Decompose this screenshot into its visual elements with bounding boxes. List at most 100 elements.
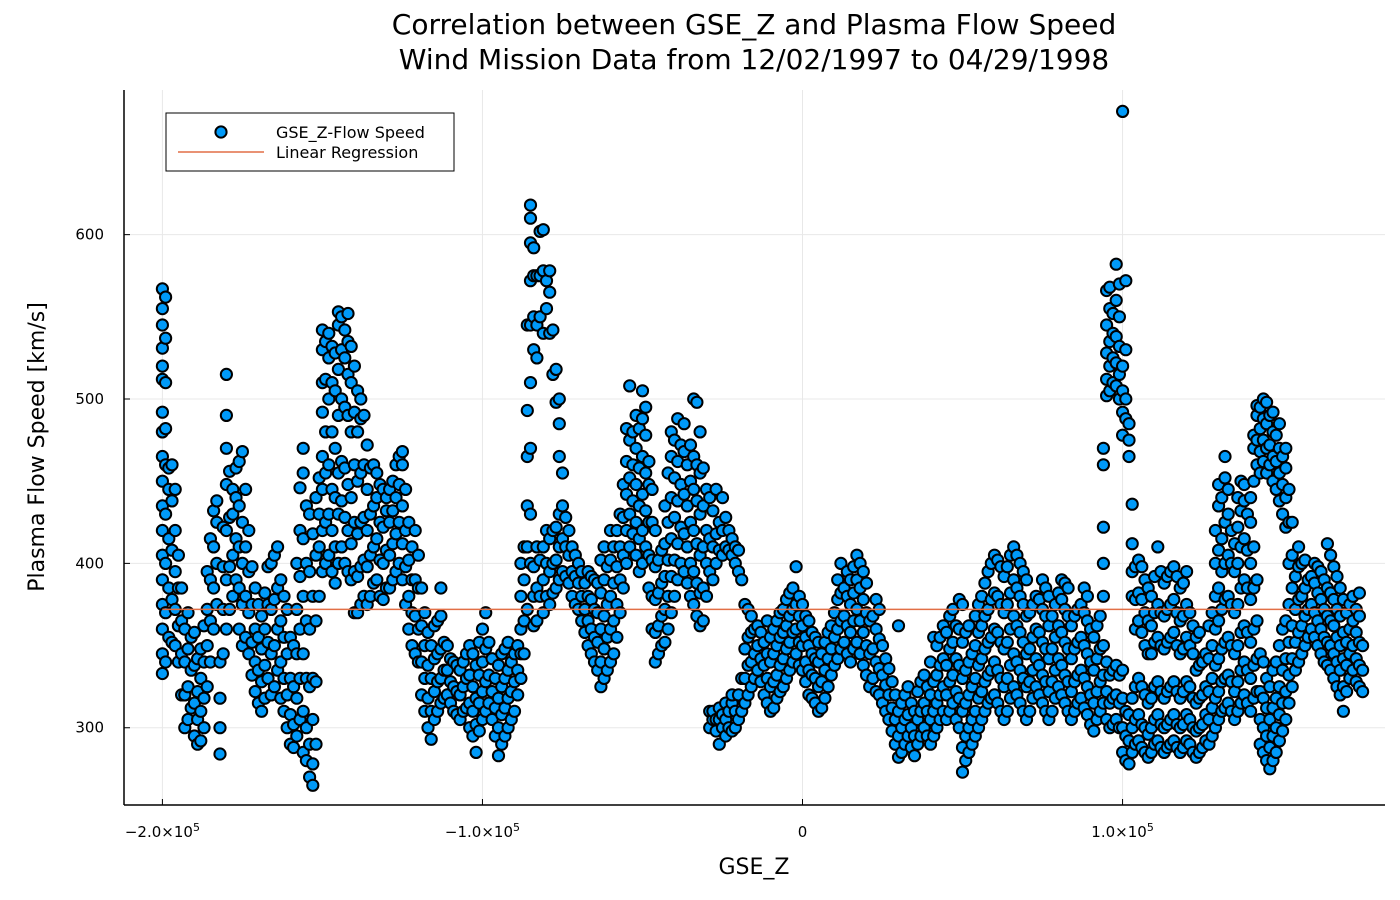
scatter-point [555, 466, 570, 480]
scatter-point [696, 461, 710, 475]
scatter-point [293, 481, 307, 495]
scatter-point [370, 532, 384, 546]
scatter-series [155, 104, 1370, 792]
scatter-point [1276, 724, 1290, 738]
scatter-point [360, 438, 374, 452]
scatter-point [197, 691, 211, 705]
scatter-point [1266, 405, 1280, 419]
scatter-point [296, 704, 310, 718]
scatter-point [434, 581, 448, 595]
scatter-point [395, 458, 409, 472]
scatter-point [482, 635, 496, 649]
scatter-point [744, 609, 758, 623]
scatter-point [1116, 663, 1130, 677]
scatter-point [175, 581, 189, 595]
y-tick-label: 600 [75, 226, 104, 244]
scatter-point [1356, 639, 1370, 653]
scatter-point [645, 482, 659, 496]
scatter-point [296, 466, 310, 480]
x-axis-label: GSE_Z [719, 855, 790, 880]
scatter-point [1000, 560, 1014, 574]
scatter-point [347, 359, 361, 373]
scatter-point [1019, 573, 1034, 587]
scatter-point [306, 778, 320, 792]
scatter-point [1231, 597, 1245, 612]
scatter-point [207, 540, 221, 554]
x-tick-label-exponent: 5 [1147, 821, 1154, 834]
scatter-point [168, 523, 182, 538]
scatter-point [1116, 359, 1130, 373]
scatter-point [962, 619, 976, 633]
scatter-point [1333, 581, 1347, 595]
scatter-point [344, 339, 358, 353]
scatter-point [1023, 704, 1037, 718]
scatter-point [424, 732, 438, 746]
chart-title-line-1: Correlation between GSE_Z and Plasma Flo… [392, 8, 1116, 41]
scatter-point [1023, 642, 1037, 656]
scatter-point [1285, 515, 1299, 529]
scatter-point [197, 721, 211, 735]
scatter-point [530, 351, 544, 365]
scatter-point [543, 597, 557, 612]
scatter-point [395, 499, 409, 513]
x-tick-label: 1.0×105 [1091, 821, 1154, 841]
scatter-point [1330, 569, 1344, 584]
scatter-point [325, 523, 339, 538]
scatter-point [789, 560, 803, 574]
scatter-point [1122, 449, 1136, 464]
scatter-point [527, 241, 541, 255]
x-tick-label: −2.0×105 [125, 821, 200, 841]
scatter-point [818, 691, 832, 705]
scatter-point [1183, 680, 1197, 694]
scatter-point [1096, 639, 1111, 653]
scatter-point [667, 589, 682, 603]
scatter-point [200, 639, 214, 653]
scatter-point [408, 523, 422, 538]
scatter-point [1356, 663, 1370, 677]
scatter-point [1000, 635, 1014, 649]
scatter-point [517, 573, 531, 587]
x-tick-label-base: 1.0×10 [1091, 823, 1147, 841]
scatter-point [1087, 630, 1101, 644]
scatter-point [271, 540, 285, 554]
scatter-point [523, 198, 538, 212]
scatter-point [1080, 589, 1095, 603]
scatter-point [1250, 573, 1264, 587]
scatter-point [159, 507, 173, 521]
scatter-point [322, 458, 336, 472]
scatter-point [1212, 581, 1226, 595]
scatter-point [837, 635, 851, 649]
scatter-point [219, 367, 233, 381]
scatter-point [635, 384, 650, 398]
legend-label-regression: Linear Regression [276, 143, 418, 162]
scatter-point [1352, 586, 1367, 600]
scatter-point [1176, 576, 1191, 590]
scatter-point [351, 425, 365, 439]
scatter-point [1212, 614, 1226, 628]
scatter-point [523, 376, 538, 390]
scatter-point [159, 422, 173, 436]
scatter-point [475, 622, 490, 636]
scatter-point [309, 737, 323, 751]
scatter-point [856, 592, 870, 607]
scatter-point [543, 285, 557, 299]
scatter-point [543, 264, 557, 278]
scatter-point [536, 223, 550, 237]
scatter-point [1096, 556, 1111, 571]
scatter-point [1352, 609, 1367, 623]
scatter-point [207, 622, 221, 636]
scatter-point [667, 510, 682, 525]
scatter-point [939, 625, 954, 640]
scatter-point [1244, 491, 1258, 505]
scatter-point [642, 454, 656, 469]
scatter-point [891, 619, 906, 633]
scatter-point [1327, 619, 1341, 633]
scatter-point [354, 392, 368, 406]
x-tick-label-base: −1.0×10 [445, 823, 513, 841]
scatter-point [309, 614, 323, 628]
scatter-point [395, 445, 409, 459]
scatter-point [415, 581, 429, 595]
scatter-point [517, 647, 531, 661]
scatter-point [955, 765, 970, 779]
